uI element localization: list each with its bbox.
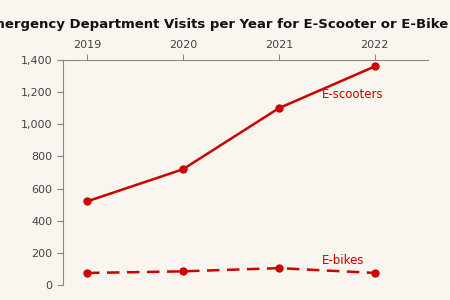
Text: E-scooters: E-scooters	[322, 88, 383, 101]
Text: E-bikes: E-bikes	[322, 254, 364, 267]
Title: Emergency Department Visits per Year for E-Scooter or E-Bike Injuries: Emergency Department Visits per Year for…	[0, 19, 450, 32]
